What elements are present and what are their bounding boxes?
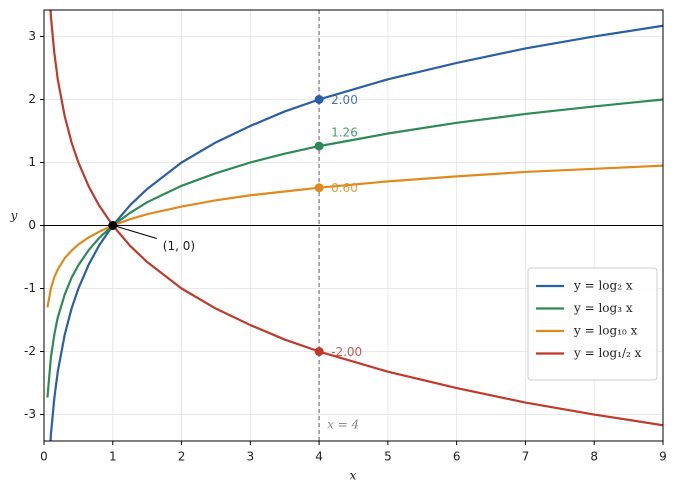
value-label: 1.26 — [331, 126, 358, 140]
y-tick-label: 1 — [28, 155, 36, 169]
legend-label: y = log₃ x — [573, 301, 633, 315]
y-tick-label: 2 — [28, 92, 36, 106]
curve — [46, 98, 663, 398]
curve — [49, 10, 663, 427]
annotation-label: (1, 0) — [163, 239, 195, 253]
annotation-arrow — [116, 226, 157, 239]
y-tick-label: -3 — [24, 407, 36, 421]
plot-area — [44, 10, 663, 441]
y-tick-label: -2 — [24, 344, 36, 358]
legend-box — [527, 267, 658, 381]
legend-label: y = log₁/₂ x — [573, 346, 642, 360]
curve — [46, 164, 663, 308]
x-tick-label: 2 — [178, 450, 186, 464]
y-axis-label: y — [10, 209, 18, 223]
x-tick-label: 3 — [247, 450, 255, 464]
curve — [49, 24, 663, 441]
legend-label: y = log₁₀ x — [573, 324, 638, 338]
annotation-point — [108, 221, 118, 230]
highlight-point — [314, 141, 324, 151]
x-tick-label: 5 — [384, 450, 392, 464]
legend-label: y = log₂ x — [573, 279, 633, 293]
labels: 0 1 2 3 4 5 6 7 8 9 -3 -2 -1 0 1 2 3 x = 4 2.00 1.26 0.60 -2.… — [24, 29, 667, 464]
highlight-point — [314, 347, 324, 357]
highlight-point — [314, 94, 324, 104]
x-tick-label: 7 — [522, 450, 530, 464]
y-tick-label: -1 — [24, 281, 36, 295]
value-label: 0.60 — [331, 181, 358, 195]
x-tick-label: 9 — [659, 450, 667, 464]
value-label: 2.00 — [331, 93, 358, 107]
x-tick-label: 6 — [453, 450, 461, 464]
x-tick-label: 4 — [315, 450, 323, 464]
x-tick-label: 1 — [109, 450, 117, 464]
x-axis-label: x — [350, 469, 357, 483]
legend: y = log₂ x y = log₃ x y = log₁₀ x y = log₁/… — [527, 267, 658, 381]
value-label: -2.00 — [331, 345, 362, 359]
vertical-line-label: x = 4 — [327, 418, 359, 432]
y-tick-label: 0 — [28, 218, 36, 232]
x-tick-label: 0 — [40, 450, 48, 464]
x-tick-label: 8 — [590, 450, 598, 464]
highlight-point — [314, 183, 324, 193]
y-tick-label: 3 — [28, 29, 36, 43]
